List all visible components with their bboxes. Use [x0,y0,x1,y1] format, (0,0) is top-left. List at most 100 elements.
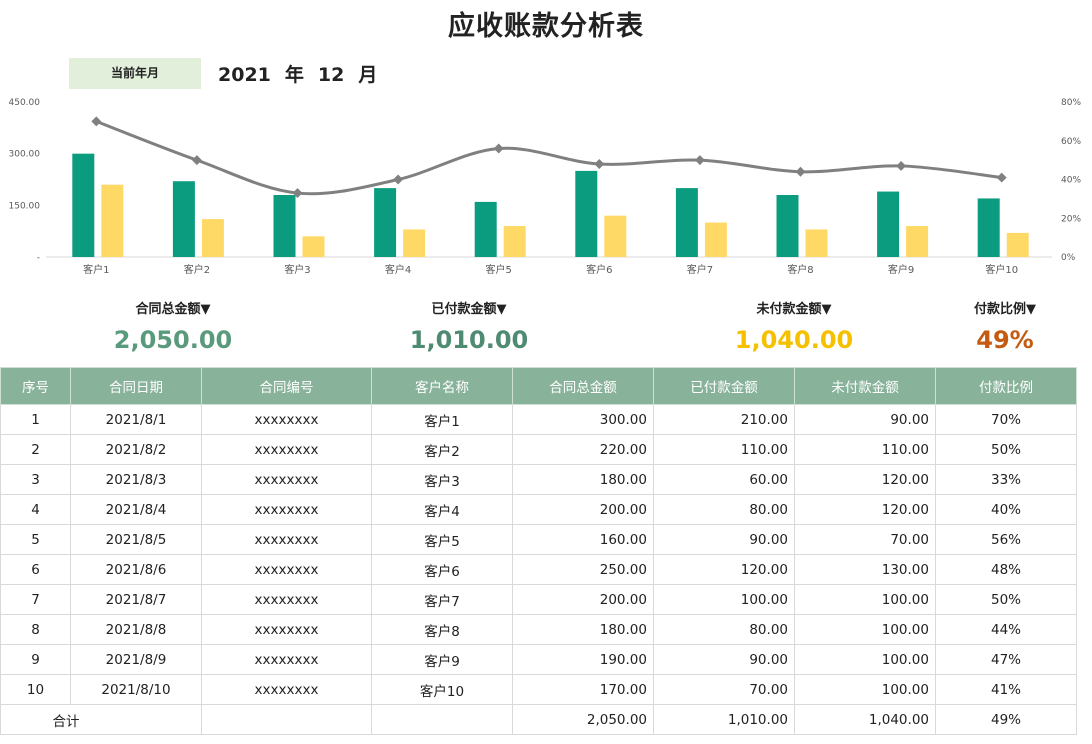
cell-paid[interactable]: 80.00 [654,615,795,645]
cell-index[interactable]: 6 [1,555,71,585]
cell-paid[interactable]: 120.00 [654,555,795,585]
cell-paid[interactable]: 210.00 [654,405,795,435]
cell-contract-total[interactable]: 170.00 [513,675,654,705]
page-title: 应收账款分析表 [0,4,1092,43]
total-paid[interactable]: 1,010.00 [654,705,795,735]
cell-ratio[interactable]: 41% [936,675,1077,705]
table-row: 82021/8/8xxxxxxxx客户8180.0080.00100.0044% [1,615,1077,645]
cell-date[interactable]: 2021/8/10 [71,675,202,705]
cell-index[interactable]: 10 [1,675,71,705]
cell-ratio[interactable]: 48% [936,555,1077,585]
col-header-unpaid[interactable]: 未付款金额 [795,368,936,405]
cell-paid[interactable]: 90.00 [654,645,795,675]
cell-unpaid[interactable]: 120.00 [795,495,936,525]
col-header-contract-total[interactable]: 合同总金额 [513,368,654,405]
cell-contract-no[interactable]: xxxxxxxx [202,495,372,525]
total-contract[interactable]: 2,050.00 [513,705,654,735]
cell-unpaid[interactable]: 100.00 [795,615,936,645]
cell-customer[interactable]: 客户9 [372,645,513,675]
cell-index[interactable]: 3 [1,465,71,495]
cell-ratio[interactable]: 56% [936,525,1077,555]
cell-customer[interactable]: 客户5 [372,525,513,555]
cell-contract-no[interactable]: xxxxxxxx [202,405,372,435]
cell-contract-total[interactable]: 160.00 [513,525,654,555]
cell-date[interactable]: 2021/8/5 [71,525,202,555]
cell-date[interactable]: 2021/8/1 [71,405,202,435]
cell-contract-total[interactable]: 300.00 [513,405,654,435]
cell-date[interactable]: 2021/8/8 [71,615,202,645]
cell-contract-no[interactable]: xxxxxxxx [202,525,372,555]
cell-ratio[interactable]: 33% [936,465,1077,495]
cell-date[interactable]: 2021/8/6 [71,555,202,585]
total-unpaid[interactable]: 1,040.00 [795,705,936,735]
total-cell-empty[interactable] [202,705,372,735]
cell-contract-total[interactable]: 250.00 [513,555,654,585]
cell-unpaid[interactable]: 130.00 [795,555,936,585]
cell-customer[interactable]: 客户7 [372,585,513,615]
cell-contract-total[interactable]: 180.00 [513,615,654,645]
cell-paid[interactable]: 90.00 [654,525,795,555]
cell-contract-no[interactable]: xxxxxxxx [202,645,372,675]
col-header-contract-no[interactable]: 合同编号 [202,368,372,405]
cell-date[interactable]: 2021/8/3 [71,465,202,495]
cell-contract-total[interactable]: 180.00 [513,465,654,495]
col-header-customer[interactable]: 客户名称 [372,368,513,405]
bar-contract-total [777,195,799,257]
cell-unpaid[interactable]: 120.00 [795,465,936,495]
cell-unpaid[interactable]: 110.00 [795,435,936,465]
cell-customer[interactable]: 客户3 [372,465,513,495]
x-tick-label: 客户7 [687,263,713,276]
cell-contract-total[interactable]: 220.00 [513,435,654,465]
total-ratio[interactable]: 49% [936,705,1077,735]
cell-contract-no[interactable]: xxxxxxxx [202,435,372,465]
cell-index[interactable]: 8 [1,615,71,645]
cell-customer[interactable]: 客户1 [372,405,513,435]
cell-index[interactable]: 1 [1,405,71,435]
cell-contract-total[interactable]: 190.00 [513,645,654,675]
cell-index[interactable]: 9 [1,645,71,675]
cell-unpaid[interactable]: 90.00 [795,405,936,435]
cell-index[interactable]: 7 [1,585,71,615]
cell-ratio[interactable]: 44% [936,615,1077,645]
cell-contract-no[interactable]: xxxxxxxx [202,615,372,645]
cell-index[interactable]: 4 [1,495,71,525]
cell-unpaid[interactable]: 100.00 [795,675,936,705]
cell-contract-no[interactable]: xxxxxxxx [202,555,372,585]
col-header-date[interactable]: 合同日期 [71,368,202,405]
cell-unpaid[interactable]: 70.00 [795,525,936,555]
cell-customer[interactable]: 客户10 [372,675,513,705]
cell-customer[interactable]: 客户8 [372,615,513,645]
col-header-paid[interactable]: 已付款金额 [654,368,795,405]
cell-contract-no[interactable]: xxxxxxxx [202,675,372,705]
cell-contract-no[interactable]: xxxxxxxx [202,585,372,615]
col-header-ratio[interactable]: 付款比例 [936,368,1077,405]
cell-index[interactable]: 5 [1,525,71,555]
cell-paid[interactable]: 70.00 [654,675,795,705]
cell-paid[interactable]: 80.00 [654,495,795,525]
cell-ratio[interactable]: 50% [936,585,1077,615]
cell-unpaid[interactable]: 100.00 [795,585,936,615]
cell-paid[interactable]: 110.00 [654,435,795,465]
cell-paid[interactable]: 100.00 [654,585,795,615]
cell-ratio[interactable]: 47% [936,645,1077,675]
cell-customer[interactable]: 客户2 [372,435,513,465]
cell-ratio[interactable]: 40% [936,495,1077,525]
cell-ratio[interactable]: 70% [936,405,1077,435]
cell-date[interactable]: 2021/8/7 [71,585,202,615]
cell-date[interactable]: 2021/8/9 [71,645,202,675]
cell-customer[interactable]: 客户4 [372,495,513,525]
cell-unpaid[interactable]: 100.00 [795,645,936,675]
total-cell-empty[interactable] [372,705,513,735]
total-label[interactable]: 合计 [1,705,202,735]
cell-date[interactable]: 2021/8/2 [71,435,202,465]
cell-contract-total[interactable]: 200.00 [513,585,654,615]
col-header-index[interactable]: 序号 [1,368,71,405]
cell-contract-no[interactable]: xxxxxxxx [202,465,372,495]
cell-contract-total[interactable]: 200.00 [513,495,654,525]
x-tick-label: 客户3 [284,263,310,276]
cell-ratio[interactable]: 50% [936,435,1077,465]
cell-date[interactable]: 2021/8/4 [71,495,202,525]
cell-index[interactable]: 2 [1,435,71,465]
cell-customer[interactable]: 客户6 [372,555,513,585]
cell-paid[interactable]: 60.00 [654,465,795,495]
